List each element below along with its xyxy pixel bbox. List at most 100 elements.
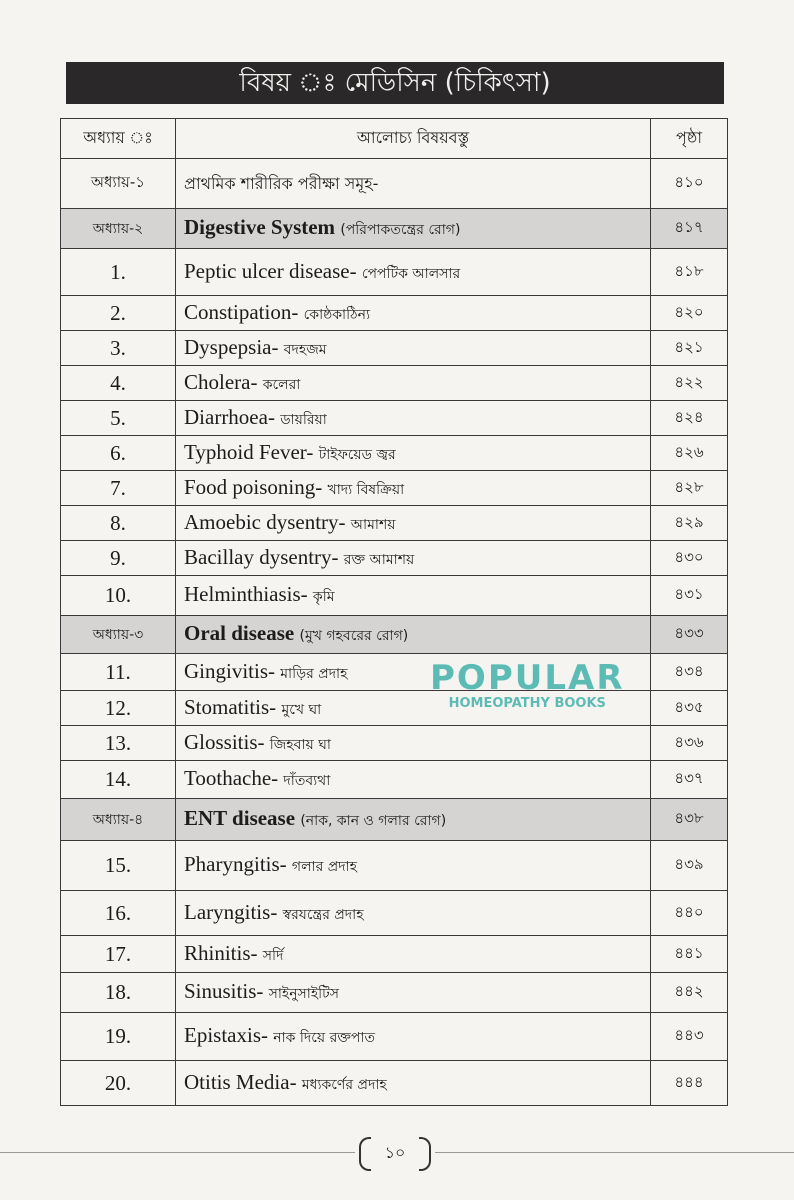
topic-en: Glossitis- [184,729,265,754]
page-ref: ৪২৪ [650,400,728,436]
topic-cell: Otitis Media- মধ্যকর্ণের প্রদাহ [175,1060,651,1106]
table-row: 10. Helminthiasis- কৃমি ৪৩১ [60,575,728,616]
page-number: ১০ [355,1135,435,1171]
chapter-number: 19. [60,1012,176,1061]
header-topic: আলোচ্য বিষয়বস্তু [175,118,651,159]
table-row: 19. Epistaxis- নাক দিয়ে রক্তপাত ৪৪৩ [60,1012,728,1061]
topic-bn: (পরিপাকতন্ত্রের রোগ) [340,222,461,238]
chapter-number: 20. [60,1060,176,1106]
topic-bn: বদহজম [283,341,327,358]
page-ref: ৪৩০ [650,540,728,576]
topic-bn: (নাক, কান ও গলার রোগ) [300,813,447,829]
topic-bn: (মুখ গহবরের রোগ) [299,628,409,644]
page-ref: ৪৩৬ [650,725,728,761]
topic-en: Dyspepsia- [184,334,279,359]
topic-cell: প্রাথমিক শারীরিক পরীক্ষা সমূহ- [175,158,651,209]
chapter-number: 13. [60,725,176,761]
topic-cell: Digestive System (পরিপাকতন্ত্রের রোগ) [175,208,651,249]
topic-cell: Bacillay dysentry- রক্ত আমাশয় [175,540,651,576]
chapter-number: 8. [60,505,176,541]
topic-en: Rhinitis- [184,940,258,965]
topic-en: Constipation- [184,299,299,324]
chapter-number: 16. [60,890,176,936]
page-ref: ৪৪১ [650,935,728,973]
topic-bn: আমাশয় [350,516,396,533]
topic-cell: Typhoid Fever- টাইফয়েড জ্বর [175,435,651,471]
chapter-row: অধ্যায়-৩ Oral disease (মুখ গহবরের রোগ) ৪৩… [60,615,728,654]
topic-bn: স্বরযন্ত্রের প্রদাহ [282,906,364,923]
table-row: 16. Laryngitis- স্বরযন্ত্রের প্রদাহ ৪৪০ [60,890,728,936]
table-row: 12. Stomatitis- মুখে ঘা ৪৩৫ [60,690,728,726]
chapter-number: অধ্যায়-২ [60,208,176,249]
chapter-number: 7. [60,470,176,506]
chapter-number: 5. [60,400,176,436]
topic-bn: সর্দি [262,947,284,964]
table-row: 14. Toothache- দাঁতব্যথা ৪৩৭ [60,760,728,799]
page-ref: ৪২০ [650,295,728,331]
table-row: 17. Rhinitis- সর্দি ৪৪১ [60,935,728,973]
topic-en: Food poisoning- [184,474,323,499]
topic-cell: ENT disease (নাক, কান ও গলার রোগ) [175,798,651,841]
topic-en: Peptic ulcer disease- [184,258,357,283]
topic-cell: Gingivitis- মাড়ির প্রদাহ [175,653,651,691]
topic-bn: দাঁতব্যথা [283,773,331,789]
topic-en: Typhoid Fever- [184,439,314,464]
chapter-number: 6. [60,435,176,471]
chapter-number: 12. [60,690,176,726]
chapter-number: 2. [60,295,176,331]
page-ref: ৪২৬ [650,435,728,471]
chapter-number: 3. [60,330,176,366]
page-ref: ৪১০ [650,158,728,209]
chapter-number: 17. [60,935,176,973]
page-ref: ৪৪৪ [650,1060,728,1106]
page-ref: ৪৪৩ [650,1012,728,1061]
topic-bn: রক্ত আমাশয় [343,551,415,568]
topic-en: Epistaxis- [184,1023,268,1047]
topic-bn: ডায়রিয়া [280,411,327,428]
topic-cell: Dyspepsia- বদহজম [175,330,651,366]
topic-en: Laryngitis- [184,899,278,924]
topic-bn: গলার প্রদাহ [291,859,357,875]
table-row: 3. Dyspepsia- বদহজম ৪২১ [60,330,728,366]
page-title: বিষয় ঃ মেডিসিন (চিকিৎসা) [66,62,724,104]
table-row: 15. Pharyngitis- গলার প্রদাহ ৪৩৯ [60,840,728,891]
topic-en: Otitis Media- [184,1069,297,1094]
table-row: 2. Constipation- কোষ্ঠকাঠিন্য ৪২০ [60,295,728,331]
topic-bn: টাইফয়েড জ্বর [318,446,396,463]
topic-en: Helminthiasis- [184,582,308,606]
page-ref: ৪২২ [650,365,728,401]
page-ref: ৪৩৯ [650,840,728,891]
topic-bn: কোষ্ঠকাঠিন্য [303,306,371,323]
page-ref: ৪৪০ [650,890,728,936]
topic-cell: Epistaxis- নাক দিয়ে রক্তপাত [175,1012,651,1061]
topic-cell: Oral disease (মুখ গহবরের রোগ) [175,615,651,654]
chapter-number: 14. [60,760,176,799]
table-row: 6. Typhoid Fever- টাইফয়েড জ্বর ৪২৬ [60,435,728,471]
chapter-number: অধ্যায়-৩ [60,615,176,654]
topic-cell: Diarrhoea- ডায়রিয়া [175,400,651,436]
topic-bn: কলেরা [262,376,301,393]
page-ref: ৪২৯ [650,505,728,541]
table-row: 5. Diarrhoea- ডায়রিয়া ৪২৪ [60,400,728,436]
topic-cell: Constipation- কোষ্ঠকাঠিন্য [175,295,651,331]
page-ref: ৪৩৮ [650,798,728,841]
chapter-number: 1. [60,248,176,296]
topic-bn: নাক দিয়ে রক্তপাত [273,1030,375,1046]
topic-bn: প্রাথমিক শারীরিক পরীক্ষা সমূহ- [184,173,379,193]
chapter-number: 15. [60,840,176,891]
topic-en: Diarrhoea- [184,404,275,429]
topic-bn: খাদ্য বিষক্রিয়া [327,481,405,498]
topic-cell: Pharyngitis- গলার প্রদাহ [175,840,651,891]
topic-en: Gingivitis- [184,658,276,683]
topic-en: ENT disease [184,806,296,830]
topic-en: Stomatitis- [184,694,277,719]
header-page: পৃষ্ঠা [650,118,728,159]
chapter-number: 18. [60,972,176,1013]
page-ref: ৪৩৭ [650,760,728,799]
topic-cell: Cholera- কলেরা [175,365,651,401]
topic-cell: Stomatitis- মুখে ঘা [175,690,651,726]
topic-cell: Peptic ulcer disease- পেপটিক আলসার [175,248,651,296]
topic-en: Amoebic dysentry- [184,509,346,534]
topic-bn: মধ্যকর্ণের প্রদাহ [301,1076,387,1093]
topic-en: Toothache- [184,766,279,790]
